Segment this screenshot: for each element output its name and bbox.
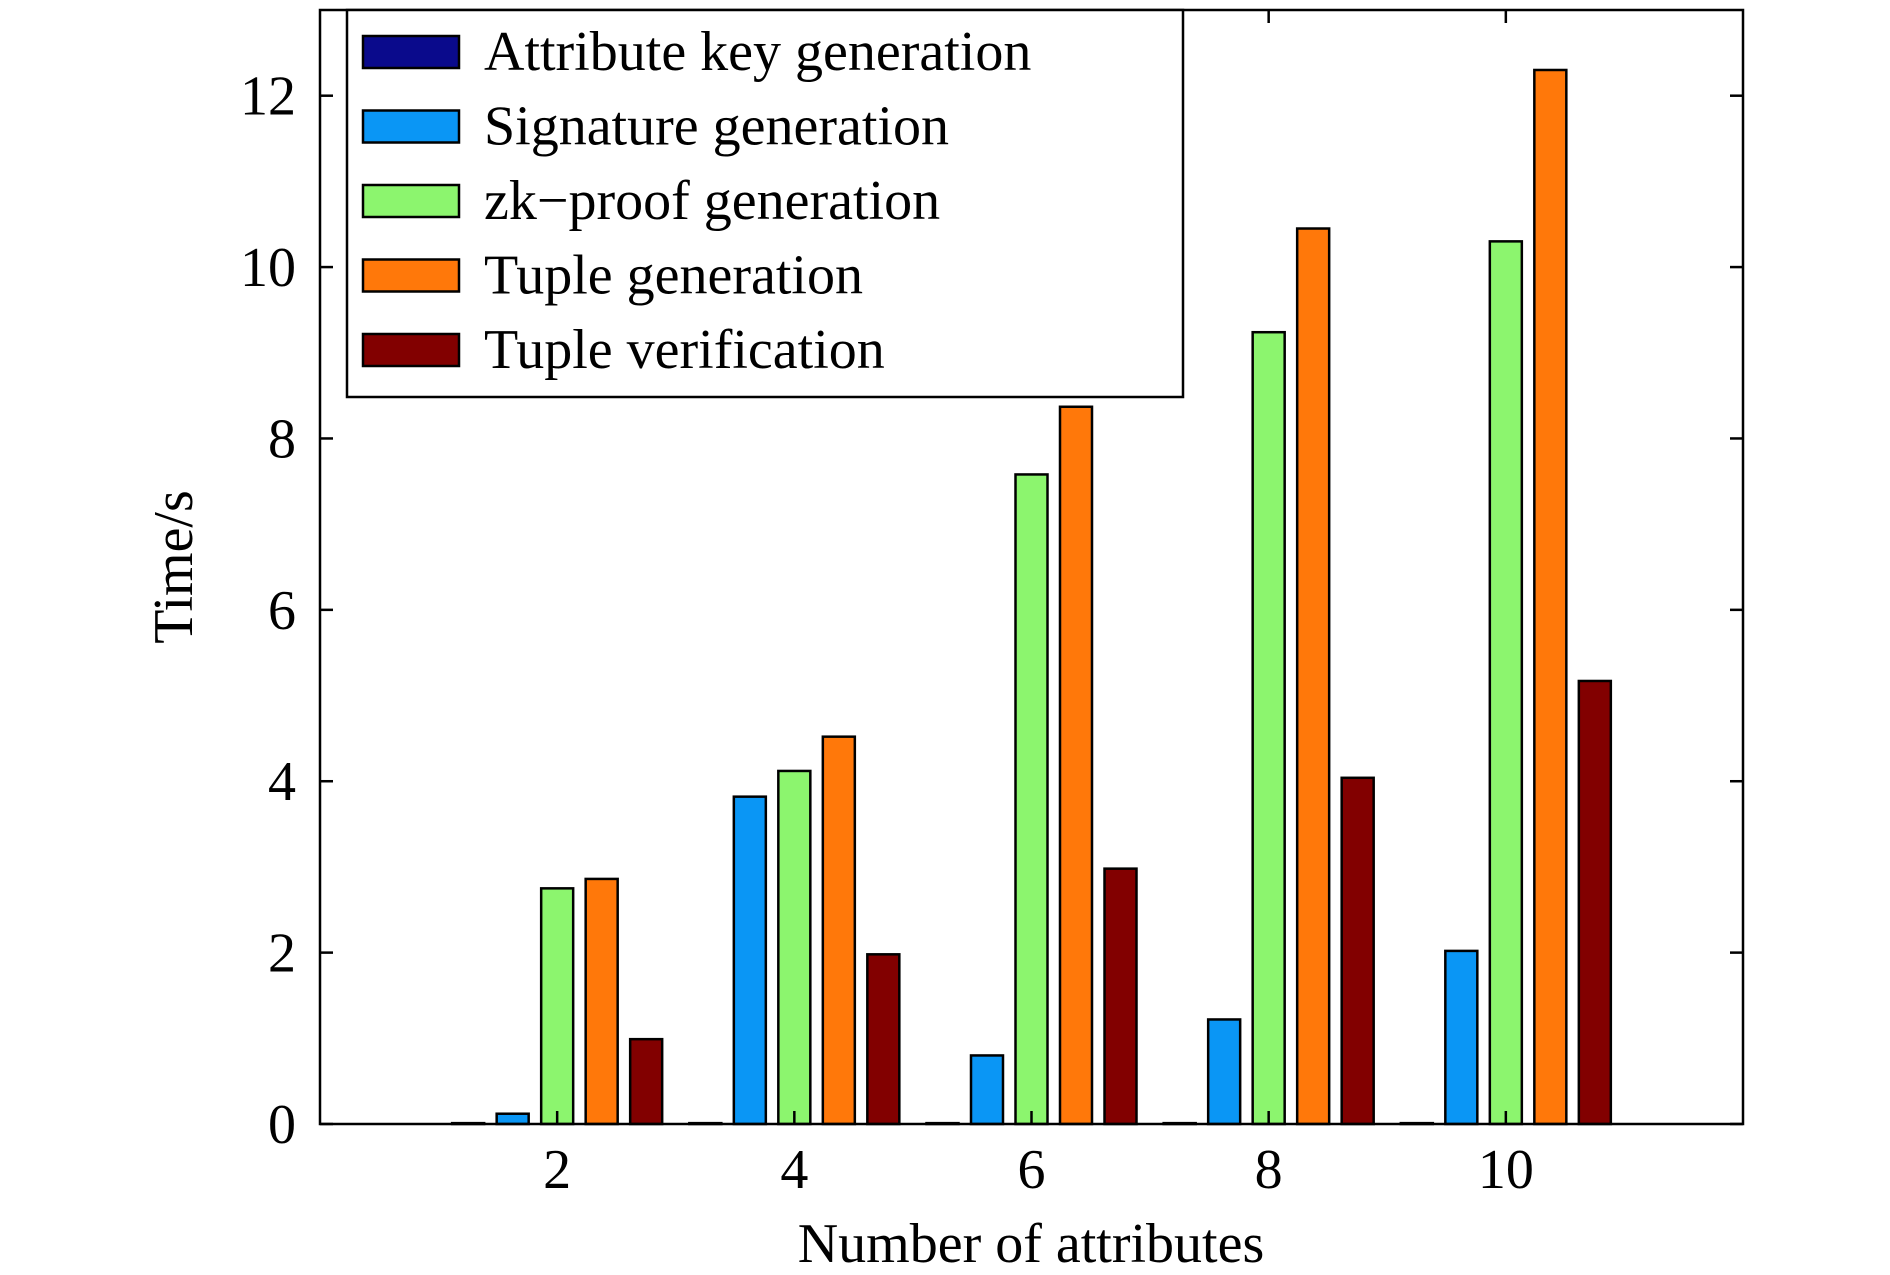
y-tick-label-0: 0: [268, 1094, 296, 1156]
bar-tuple-verification-10: [1577, 679, 1613, 1126]
legend-swatch-zk-proof-generation: [361, 183, 461, 219]
legend: Attribute key generation Signature genera…: [345, 8, 1185, 399]
bar-tuple-verification-2: [628, 1037, 664, 1126]
bar-tuple-generation-2: [584, 877, 619, 1126]
bar-signature-generation-10: [1444, 949, 1479, 1126]
y-tick-label-10: 10: [240, 237, 296, 299]
legend-label-zk-proof-generation: zk−proof generation: [484, 170, 940, 232]
x-tick-label-8: 8: [1255, 1139, 1283, 1201]
bar-tuple-generation-4: [821, 735, 857, 1126]
legend-swatch-signature-generation: [361, 109, 461, 144]
legend-box: [345, 8, 1185, 399]
x-axis-label: Number of attributes: [798, 1213, 1265, 1275]
y-axis-label: Time/s: [143, 490, 205, 644]
x-tick-label-4: 4: [780, 1139, 808, 1201]
bar-tuple-generation-6: [1058, 405, 1094, 1126]
legend-swatch-tuple-verification: [361, 332, 461, 368]
bar-signature-generation-2: [495, 1112, 530, 1126]
y-tick-label-2: 2: [268, 923, 296, 985]
bar-zk-proof-generation-6: [1014, 473, 1049, 1126]
legend-swatch-attribute-key-generation: [361, 34, 461, 70]
x-tick-label-2: 2: [543, 1139, 571, 1201]
bar-zk-proof-generation-10: [1488, 240, 1524, 1126]
bar-tuple-generation-8: [1295, 227, 1331, 1126]
bar-zk-proof-generation-2: [539, 887, 575, 1126]
legend-label-tuple-generation: Tuple generation: [484, 245, 863, 307]
legend-swatch-tuple-generation: [361, 258, 461, 293]
legend-label-tuple-verification: Tuple verification: [484, 319, 885, 381]
bar-signature-generation-8: [1206, 1018, 1242, 1126]
bar-zk-proof-generation-8: [1251, 330, 1286, 1126]
x-tick-label-10: 10: [1478, 1139, 1534, 1201]
x-tick-label-6: 6: [1018, 1139, 1046, 1201]
y-tick-label-4: 4: [268, 751, 296, 813]
bar-zk-proof-generation-4: [777, 769, 812, 1126]
bars-layer: [450, 68, 1613, 1126]
legend-label-signature-generation: Signature generation: [484, 96, 949, 158]
bar-signature-generation-6: [969, 1054, 1005, 1126]
y-tick-label-6: 6: [268, 580, 296, 642]
bar-tuple-verification-6: [1103, 867, 1138, 1126]
y-tick-label-12: 12: [240, 66, 296, 128]
legend-label-attribute-key-generation: Attribute key generation: [484, 21, 1031, 83]
bar-tuple-verification-4: [866, 953, 901, 1126]
tick-labels-layer: 0 2 4 6 8 10 12 2 4 6 8 10: [240, 66, 1534, 1201]
y-tick-label-8: 8: [268, 408, 296, 470]
bar-tuple-generation-10: [1533, 68, 1568, 1126]
bar-signature-generation-4: [732, 795, 768, 1126]
bar-tuple-verification-8: [1340, 776, 1375, 1126]
